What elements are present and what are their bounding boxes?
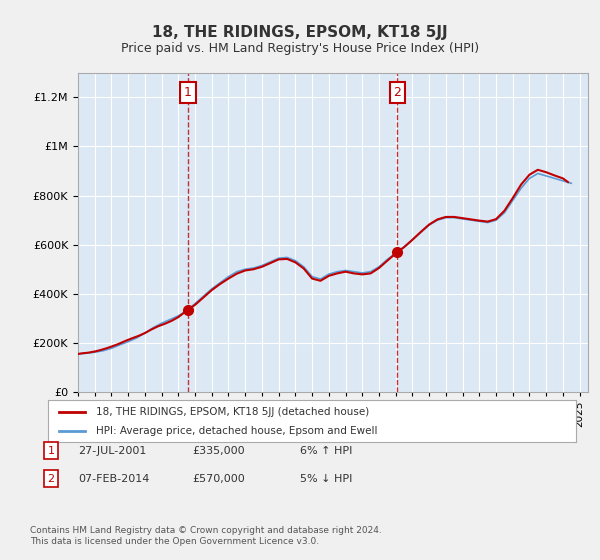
Text: 2: 2 [47, 474, 55, 484]
Text: 2: 2 [394, 86, 401, 99]
Text: 07-FEB-2014: 07-FEB-2014 [78, 474, 149, 484]
Text: Contains HM Land Registry data © Crown copyright and database right 2024.
This d: Contains HM Land Registry data © Crown c… [30, 526, 382, 546]
Text: 27-JUL-2001: 27-JUL-2001 [78, 446, 146, 456]
Text: 18, THE RIDINGS, EPSOM, KT18 5JJ (detached house): 18, THE RIDINGS, EPSOM, KT18 5JJ (detach… [95, 407, 369, 417]
Text: Price paid vs. HM Land Registry's House Price Index (HPI): Price paid vs. HM Land Registry's House … [121, 42, 479, 55]
Text: 18, THE RIDINGS, EPSOM, KT18 5JJ: 18, THE RIDINGS, EPSOM, KT18 5JJ [152, 25, 448, 40]
Text: 6% ↑ HPI: 6% ↑ HPI [300, 446, 352, 456]
Text: 1: 1 [184, 86, 192, 99]
Text: £335,000: £335,000 [192, 446, 245, 456]
Text: £570,000: £570,000 [192, 474, 245, 484]
Text: 1: 1 [47, 446, 55, 456]
Text: 5% ↓ HPI: 5% ↓ HPI [300, 474, 352, 484]
Text: HPI: Average price, detached house, Epsom and Ewell: HPI: Average price, detached house, Epso… [95, 426, 377, 436]
